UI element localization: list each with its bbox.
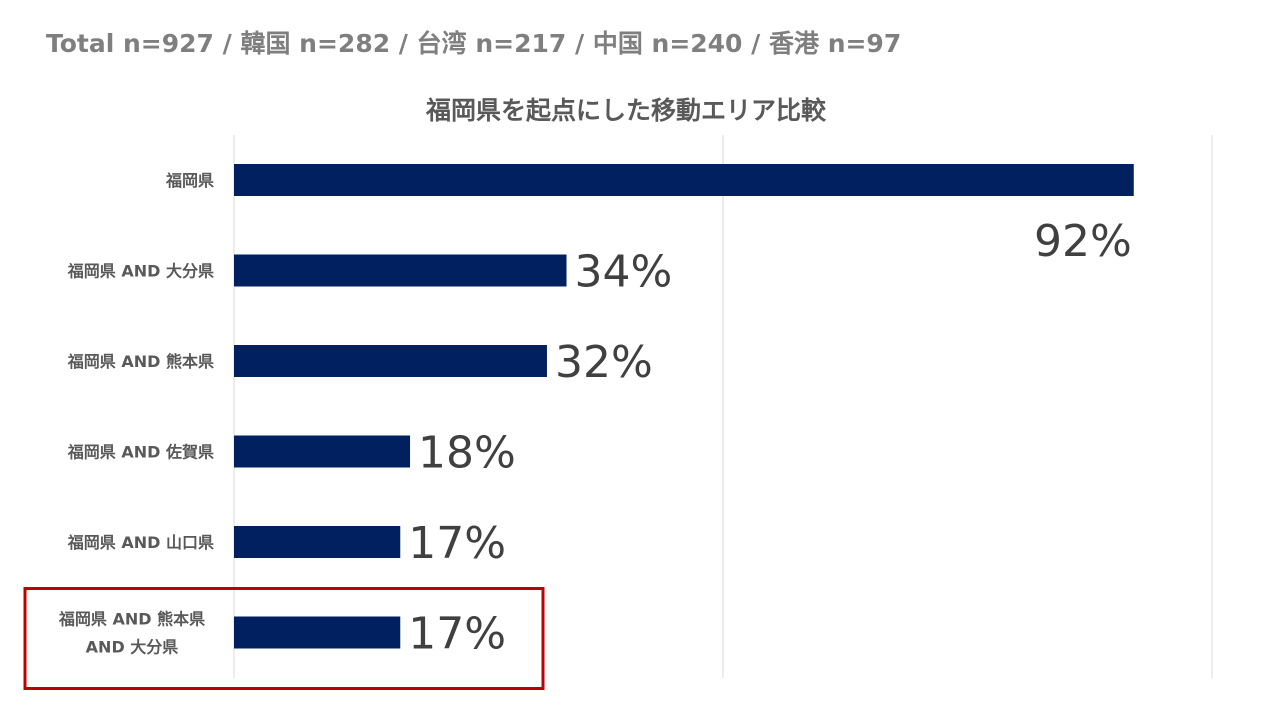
- bar-0: [234, 164, 1134, 196]
- bar-2: [234, 345, 547, 377]
- bar-4: [234, 526, 401, 558]
- category-label-3: 福岡県 AND 佐賀県: [67, 443, 214, 462]
- data-label-5: 17%: [408, 609, 506, 660]
- highlight-box: [23, 587, 545, 690]
- sample-size-header: Total n=927 / 韓国 n=282 / 台湾 n=217 / 中国 n…: [46, 29, 902, 58]
- category-label-2: 福岡県 AND 熊本県: [67, 352, 214, 371]
- bar-5: [234, 616, 401, 649]
- category-label-1: 福岡県 AND 大分県: [67, 262, 214, 281]
- category-label-4: 福岡県 AND 山口県: [67, 533, 214, 552]
- data-label-0: 92%: [1034, 216, 1132, 267]
- data-label-4: 17%: [408, 518, 506, 569]
- bar-3: [234, 435, 411, 468]
- category-label-5-line-0: 福岡県 AND 熊本県: [58, 610, 205, 629]
- bar-1: [234, 254, 567, 287]
- data-label-1: 34%: [575, 247, 673, 298]
- data-labels: 92% 34% 32% 18% 17% 17%: [408, 216, 1132, 660]
- category-label-0: 福岡県: [165, 171, 214, 190]
- bars: [234, 164, 1134, 649]
- category-label-5-line-1: AND 大分県: [86, 638, 179, 657]
- data-label-3: 18%: [418, 428, 516, 479]
- chart-title: 福岡県を起点にした移動エリア比較: [425, 96, 827, 125]
- data-label-2: 32%: [555, 337, 653, 388]
